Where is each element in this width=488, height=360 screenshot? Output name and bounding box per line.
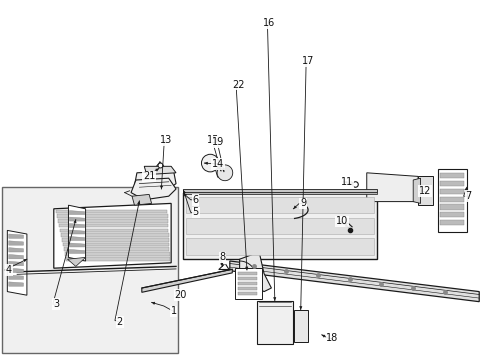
Polygon shape xyxy=(9,261,23,266)
Polygon shape xyxy=(229,261,478,302)
Polygon shape xyxy=(66,257,170,261)
Bar xyxy=(437,169,466,232)
Text: 8: 8 xyxy=(219,252,225,262)
Polygon shape xyxy=(68,205,85,261)
Text: 15: 15 xyxy=(206,135,219,145)
Text: 10: 10 xyxy=(335,216,348,226)
Polygon shape xyxy=(183,189,376,192)
Text: 22: 22 xyxy=(231,80,244,90)
Polygon shape xyxy=(69,237,84,240)
Bar xyxy=(439,212,463,217)
Bar xyxy=(439,204,463,210)
Polygon shape xyxy=(132,194,151,205)
Bar xyxy=(237,272,257,275)
Bar xyxy=(439,189,463,194)
Polygon shape xyxy=(7,230,27,295)
Text: 6: 6 xyxy=(192,195,198,205)
Polygon shape xyxy=(185,238,373,255)
Bar xyxy=(294,310,307,342)
Polygon shape xyxy=(9,234,23,238)
Text: 7: 7 xyxy=(465,191,470,201)
Polygon shape xyxy=(9,248,23,252)
Text: 11: 11 xyxy=(340,177,353,187)
Text: 20: 20 xyxy=(174,290,187,300)
Polygon shape xyxy=(417,176,432,205)
Polygon shape xyxy=(65,252,169,256)
Text: 21: 21 xyxy=(142,171,155,181)
Bar xyxy=(439,220,463,225)
Text: 3: 3 xyxy=(53,299,59,309)
Polygon shape xyxy=(67,257,85,266)
Bar xyxy=(439,197,463,202)
Polygon shape xyxy=(57,214,167,218)
Polygon shape xyxy=(183,192,376,194)
Polygon shape xyxy=(185,218,373,234)
Circle shape xyxy=(201,154,219,172)
Text: 16: 16 xyxy=(262,18,275,28)
Polygon shape xyxy=(131,178,176,200)
Polygon shape xyxy=(183,193,376,259)
Polygon shape xyxy=(62,238,169,242)
Polygon shape xyxy=(412,178,420,203)
Polygon shape xyxy=(69,230,84,234)
Bar xyxy=(256,301,293,344)
Polygon shape xyxy=(9,282,23,286)
Polygon shape xyxy=(142,269,232,292)
Text: 17: 17 xyxy=(301,56,314,66)
Text: 12: 12 xyxy=(418,186,431,196)
Bar xyxy=(237,277,257,280)
Polygon shape xyxy=(64,247,169,251)
Polygon shape xyxy=(61,233,168,237)
Polygon shape xyxy=(60,229,168,232)
Polygon shape xyxy=(215,166,228,177)
Polygon shape xyxy=(58,219,168,222)
Bar xyxy=(2,187,178,353)
Bar xyxy=(234,268,261,299)
Text: 19: 19 xyxy=(211,137,224,147)
Bar xyxy=(439,173,463,178)
Polygon shape xyxy=(56,210,167,213)
Bar xyxy=(237,292,257,295)
Polygon shape xyxy=(69,249,84,253)
Text: 9: 9 xyxy=(300,198,305,208)
Text: 4: 4 xyxy=(6,265,12,275)
Bar xyxy=(237,282,257,285)
Polygon shape xyxy=(63,243,169,246)
Polygon shape xyxy=(69,224,84,228)
Polygon shape xyxy=(9,275,23,279)
Polygon shape xyxy=(69,211,84,215)
Bar xyxy=(439,181,463,186)
Text: 5: 5 xyxy=(192,207,198,217)
Polygon shape xyxy=(217,165,232,181)
Polygon shape xyxy=(9,268,23,273)
Polygon shape xyxy=(54,203,171,268)
Polygon shape xyxy=(366,173,417,202)
Text: 2: 2 xyxy=(117,317,122,327)
Polygon shape xyxy=(144,166,176,175)
Polygon shape xyxy=(69,243,84,247)
Polygon shape xyxy=(134,171,176,193)
Polygon shape xyxy=(59,224,168,228)
Text: 13: 13 xyxy=(160,135,172,145)
Polygon shape xyxy=(9,241,23,245)
Text: 1: 1 xyxy=(170,306,176,316)
Text: 14: 14 xyxy=(211,159,224,169)
Polygon shape xyxy=(239,252,271,292)
Bar xyxy=(237,287,257,290)
Polygon shape xyxy=(69,217,84,221)
Polygon shape xyxy=(185,197,373,213)
Text: 18: 18 xyxy=(325,333,338,343)
Polygon shape xyxy=(9,255,23,259)
